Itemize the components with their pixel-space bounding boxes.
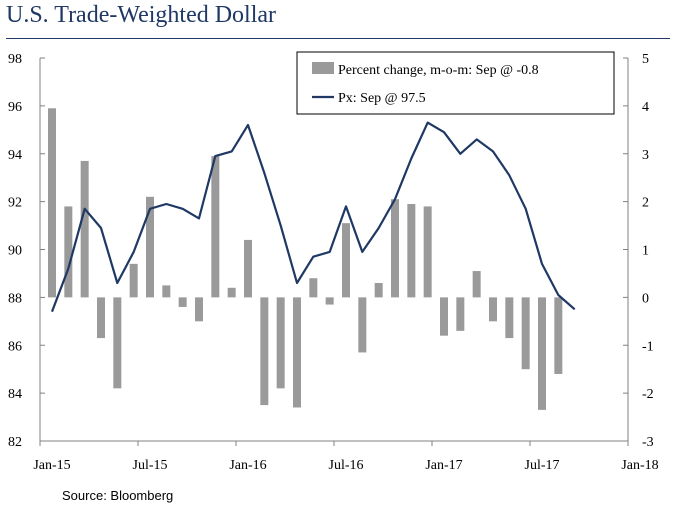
right-tick-label: -2 (642, 387, 654, 402)
bar (276, 297, 285, 389)
line-series (50, 121, 576, 313)
bar (554, 297, 563, 374)
right-tick-label: -1 (642, 339, 654, 354)
bar (309, 278, 318, 298)
bar (358, 297, 367, 353)
right-tick-label: 4 (642, 100, 649, 115)
x-tick-label: Jan-18 (621, 458, 658, 473)
left-tick-label: 94 (8, 148, 22, 163)
bar (260, 297, 269, 406)
legend-bar-swatch (312, 62, 334, 74)
bar (521, 297, 530, 370)
bar (538, 297, 546, 410)
bar (505, 297, 514, 339)
right-tick-label: 3 (642, 148, 649, 163)
bar (489, 297, 497, 322)
left-tick-label: 98 (8, 52, 22, 67)
bar (80, 160, 89, 298)
right-tick-label: 5 (642, 52, 649, 67)
x-tick-label: Jul-17 (525, 458, 560, 473)
right-tick-label: 1 (642, 244, 649, 259)
bar (178, 297, 187, 307)
left-tick-label: 88 (8, 291, 22, 306)
bar (48, 108, 56, 298)
bar (456, 297, 465, 331)
bar (342, 223, 350, 298)
bar (211, 156, 220, 298)
source-note: Source: Bloomberg (62, 488, 174, 503)
legend-box (296, 51, 615, 115)
bar (162, 285, 171, 298)
bar (146, 196, 154, 298)
x-tick-label: Jul-16 (329, 458, 364, 473)
axes: 82 84 86 88 90 92 94 96 98 -3 -2 -1 0 1 2 3 4 5 Jan-15 Jul-… (8, 52, 659, 473)
legend-line-label: Px: Sep @ 97.5 (338, 91, 426, 106)
left-tick-label: 92 (8, 196, 22, 211)
bar (325, 297, 334, 305)
chart-title: U.S. Trade-Weighted Dollar (6, 2, 277, 28)
bar (227, 287, 236, 298)
left-tick-label: 96 (8, 100, 22, 115)
left-tick-label: 82 (8, 435, 22, 450)
legend-bar-label: Percent change, m-o-m: Sep @ -0.8 (338, 63, 539, 78)
right-tick-label: 2 (642, 196, 649, 211)
x-tick-label: Jan-16 (229, 458, 266, 473)
bar (472, 271, 481, 298)
left-tick-label: 84 (8, 387, 22, 402)
bar (440, 297, 448, 336)
bar (293, 297, 301, 408)
bar (391, 199, 399, 298)
legend: Percent change, m-o-m: Sep @ -0.8 Px: Sep… (296, 51, 615, 115)
right-tick-label: -3 (642, 435, 654, 450)
right-tick-label: 0 (642, 291, 649, 306)
left-tick-label: 90 (8, 244, 22, 259)
x-tick-label: Jul-15 (133, 458, 168, 473)
bar (374, 283, 383, 298)
bar (244, 239, 252, 298)
bar (97, 297, 105, 339)
bar (129, 263, 138, 298)
bar (64, 206, 73, 298)
title-divider (6, 38, 670, 39)
x-tick-label: Jan-17 (425, 458, 462, 473)
bar (407, 204, 416, 298)
left-tick-label: 86 (8, 339, 22, 354)
bar (195, 297, 203, 322)
x-tick-label: Jan-15 (33, 458, 70, 473)
bar-series (48, 108, 563, 410)
bar (113, 297, 122, 389)
bar (423, 206, 432, 298)
